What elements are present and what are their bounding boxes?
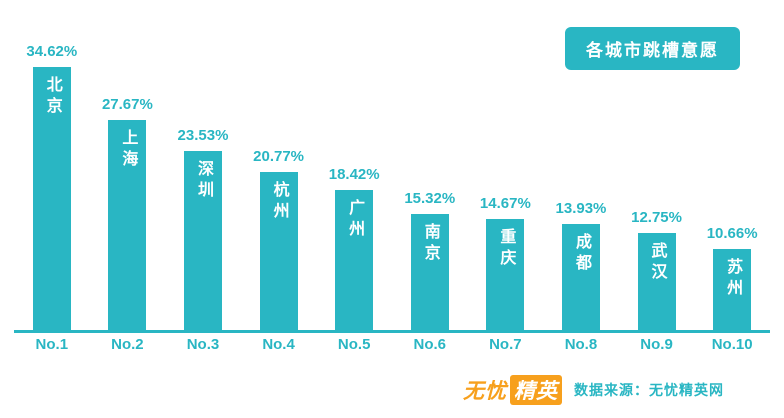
x-tick-label: No.2 xyxy=(111,336,144,353)
bar-city-label: 北京 xyxy=(43,76,61,118)
bar: 北京 xyxy=(32,67,71,330)
bar-value-label: 34.62% xyxy=(26,43,78,60)
bar-city-label: 成都 xyxy=(572,233,590,275)
bar: 成都 xyxy=(561,224,600,330)
bar: 南京 xyxy=(410,214,449,330)
chart-title-badge: 各城市跳槽意愿 xyxy=(565,27,740,70)
bar-column: 14.67% 重庆 xyxy=(468,28,544,330)
bar-value-label: 20.77% xyxy=(253,148,305,165)
bar-value-label: 18.42% xyxy=(328,166,380,183)
bar-city-label: 南京 xyxy=(421,223,439,265)
site-logo: 无忧 精英 xyxy=(463,375,562,405)
x-tick-label: No.7 xyxy=(489,336,522,353)
bar-city-label: 杭州 xyxy=(270,181,288,223)
bar-value-label: 14.67% xyxy=(479,195,531,212)
x-tick-label: No.8 xyxy=(564,336,598,353)
bar-value-label: 23.53% xyxy=(177,127,229,144)
bar-column: 12.75% 武汉 xyxy=(619,28,695,330)
bar-city-label: 深圳 xyxy=(194,160,212,202)
bar-value-label: 12.75% xyxy=(631,209,682,226)
bar-value-label: 13.93% xyxy=(555,200,607,217)
bar-city-label: 武汉 xyxy=(648,242,666,284)
x-tick-label: No.10 xyxy=(711,336,753,353)
x-tick-label: No.4 xyxy=(262,336,295,353)
bar-column: 10.66% 苏州 xyxy=(694,28,770,330)
bar: 广州 xyxy=(335,190,374,330)
bar-value-label: 15.32% xyxy=(404,190,456,207)
bar-column: 20.77% 杭州 xyxy=(241,28,317,330)
x-tick-label: No.5 xyxy=(337,336,371,353)
bar-column: 15.32% 南京 xyxy=(392,28,468,330)
plot-area: 34.62% 北京 27.67% 上海 23.53% 深圳 20.77% 杭州 18.42% 广州… xyxy=(14,28,770,333)
x-tick-label: No.3 xyxy=(186,336,220,353)
bar-column: 27.67% 上海 xyxy=(90,28,166,330)
bar-column: 23.53% 深圳 xyxy=(165,28,241,330)
footer: 无忧 精英 数据来源：无忧精英网 xyxy=(463,375,724,405)
bar-city-label: 苏州 xyxy=(724,258,742,300)
bar-column: 13.93% 成都 xyxy=(543,28,619,330)
bar-city-label: 广州 xyxy=(346,199,364,241)
bar-city-label: 上海 xyxy=(119,129,137,171)
logo-text-wuyou: 无忧 xyxy=(463,380,507,403)
bar: 杭州 xyxy=(259,172,298,330)
logo-text-jingying: 精英 xyxy=(510,375,562,405)
bar-value-label: 27.67% xyxy=(101,96,153,113)
bar: 上海 xyxy=(108,120,147,330)
bar: 苏州 xyxy=(713,249,752,330)
x-axis-labels: No.1 No.2 No.3 No.4 No.5 No.6 No.7 No.8 No.9 No.1… xyxy=(14,336,770,353)
x-tick-label: No.6 xyxy=(413,336,447,353)
data-source-text: 数据来源：无忧精英网 xyxy=(574,382,724,398)
x-tick-label: No.9 xyxy=(640,336,673,353)
bar-city-label: 重庆 xyxy=(497,228,515,270)
bar: 重庆 xyxy=(486,219,525,330)
x-tick-label: No.1 xyxy=(35,336,69,353)
bar-value-label: 10.66% xyxy=(706,225,758,242)
bar: 武汉 xyxy=(637,233,676,330)
bar-column: 34.62% 北京 xyxy=(14,28,90,330)
bar: 深圳 xyxy=(183,151,222,330)
bar-column: 18.42% 广州 xyxy=(316,28,392,330)
